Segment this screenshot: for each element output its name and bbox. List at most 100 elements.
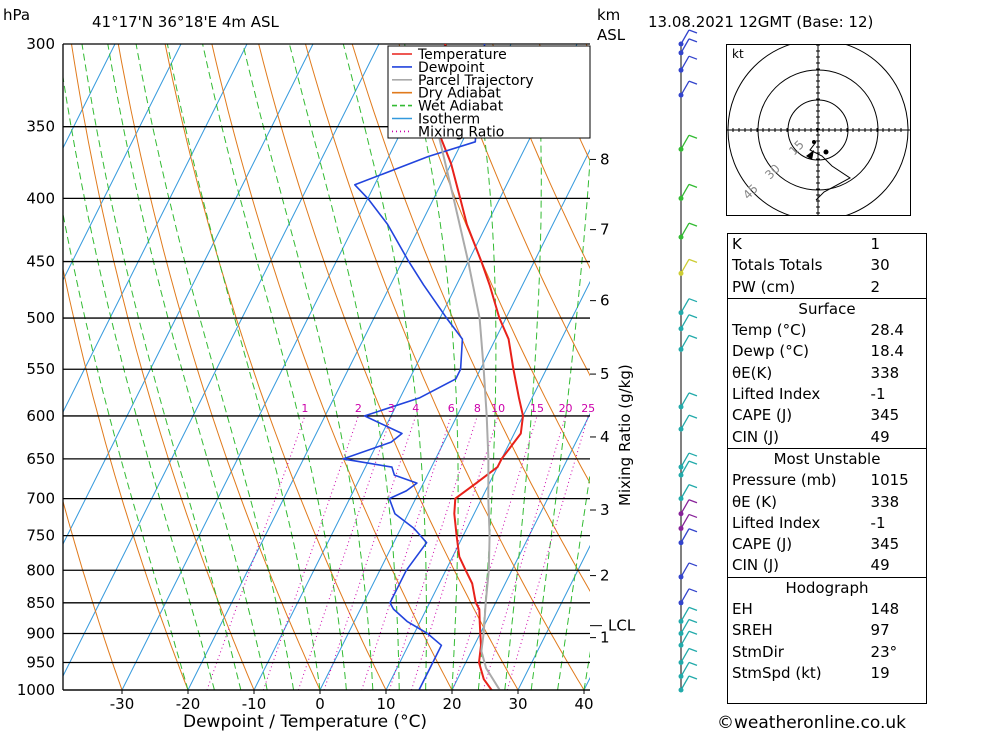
wind-barb-feather — [688, 314, 698, 319]
pressure-tick-label: 800 — [26, 561, 55, 579]
wind-barb-feather — [688, 484, 698, 489]
mixing-ratio-label: 20 — [559, 402, 573, 415]
wind-barb-feather — [688, 334, 698, 339]
wind-barb-feather — [688, 588, 698, 593]
mixing-ratio-label: 10 — [491, 402, 505, 415]
pressure-tick-label: 650 — [26, 450, 55, 468]
mixing-ratio-label: 25 — [581, 402, 595, 415]
hodograph-ring — [727, 44, 909, 216]
wind-barb-staff — [680, 607, 690, 622]
pressure-tick-label: 950 — [26, 653, 55, 671]
wind-barb-feather — [688, 414, 698, 419]
index-row: EH 148 — [732, 600, 900, 619]
x-tick-label: -20 — [176, 695, 201, 713]
index-row: Lifted Index -1 — [732, 385, 886, 404]
x-tick-label: 0 — [315, 695, 325, 713]
index-row: CIN (J) 49 — [732, 427, 890, 446]
index-row: CIN (J) 49 — [732, 556, 890, 575]
index-row: CAPE (J) 345 — [732, 535, 900, 554]
index-row: θE(K) 338 — [732, 363, 900, 382]
isotherm-line — [253, 44, 578, 690]
wind-barb-staff — [680, 80, 690, 96]
legend-label: Temperature — [417, 47, 507, 63]
wet-adiabat-line — [81, 44, 242, 690]
isotherm-line — [121, 44, 446, 690]
hodograph-point — [823, 149, 829, 155]
wind-barb-feather — [688, 452, 698, 457]
mixing-ratio-label: 4 — [412, 402, 419, 415]
wind-barb-feather — [688, 183, 698, 188]
temperature-line — [438, 44, 524, 690]
wind-barb-feather — [688, 392, 698, 397]
x-tick-label: 40 — [574, 695, 593, 713]
dewpoint-line — [342, 44, 486, 690]
datetime-title: 13.08.2021 12GMT (Base: 12) — [648, 13, 873, 31]
wet-adiabat-line — [202, 44, 347, 690]
pressure-tick-label: 1000 — [17, 681, 55, 699]
wind-barb-feather — [688, 222, 698, 227]
pressure-tick-label: 300 — [26, 35, 55, 53]
x-tick-label: 10 — [376, 695, 395, 713]
wind-barb-staff — [680, 38, 690, 54]
mixing-ratio-label: 3 — [388, 402, 395, 415]
wind-barb-feather — [688, 80, 698, 85]
mixing-ratio-line — [361, 415, 452, 690]
wind-barb-feather — [688, 618, 698, 624]
dry-adiabat-line — [492, 44, 590, 270]
legend-box — [387, 45, 591, 139]
storm-motion-marker — [806, 150, 814, 160]
height-tick-label: 5 — [600, 365, 610, 383]
wet-adiabat-line — [404, 44, 459, 690]
isotherm-line — [63, 44, 380, 678]
x-tick-label: 30 — [508, 695, 527, 713]
wet-adiabat-line — [107, 44, 268, 690]
location-title: 41°17'N 36°18'E 4m ASL — [92, 13, 280, 31]
x-tick-label: 20 — [442, 695, 461, 713]
mixing-ratio-label: 1 — [301, 402, 308, 415]
wind-barb-feather — [688, 499, 698, 504]
pressure-tick-label: 350 — [26, 118, 55, 136]
wind-barb-feather — [688, 661, 698, 667]
hodograph-unit: kt — [732, 47, 744, 61]
mixing-ratio-label: 6 — [448, 402, 455, 415]
dry-adiabat-line — [117, 44, 321, 690]
height-tick-label: 7 — [600, 221, 610, 239]
wind-barb-staff — [680, 528, 690, 544]
isotherm-line — [319, 148, 590, 690]
wet-adiabat-line — [342, 44, 427, 690]
isotherm-line — [63, 44, 116, 150]
wind-barb-staff — [680, 619, 690, 634]
x-axis-title: Dewpoint / Temperature (°C) — [183, 712, 427, 732]
wind-barbs — [678, 29, 698, 693]
wind-barb-feather — [688, 675, 698, 680]
hodograph: kt 15 30 45 — [726, 44, 911, 216]
most-unstable-indices: Most Unstable Pressure (mb) 1015 θE (K) 33… — [728, 449, 926, 578]
wind-barb-staff — [680, 499, 690, 515]
dry-adiabat-line — [63, 499, 123, 690]
isotherm-line — [517, 544, 590, 690]
wind-barb-staff — [680, 259, 690, 274]
wind-barb-staff — [680, 298, 690, 314]
wind-barb-feather — [688, 647, 698, 653]
index-row: CAPE (J) 345 — [732, 406, 900, 425]
wind-barb-feather — [688, 460, 698, 465]
index-row: StmSpd (kt) 19 — [732, 663, 890, 682]
legend-label: Isotherm — [418, 112, 480, 128]
pressure-tick-label: 700 — [26, 490, 55, 508]
most-unstable-title: Most Unstable — [773, 449, 881, 468]
x-tick-label: -30 — [110, 695, 135, 713]
hodograph-point — [812, 140, 816, 144]
pressure-unit-label: hPa — [3, 6, 30, 24]
index-row: Dewp (°C) 18.4 — [732, 342, 904, 361]
wind-barb-feather — [688, 562, 698, 567]
wind-barb-staff — [680, 134, 690, 150]
wind-barb-staff — [680, 630, 690, 646]
wind-barb-feather — [688, 513, 698, 519]
mixing-ratio-line — [388, 415, 478, 690]
index-row: Pressure (mb) 1015 — [732, 471, 909, 490]
parcel-trajectory-line — [415, 61, 501, 690]
wet-adiabat-line — [63, 211, 189, 690]
height-tick-label: 3 — [600, 501, 610, 519]
